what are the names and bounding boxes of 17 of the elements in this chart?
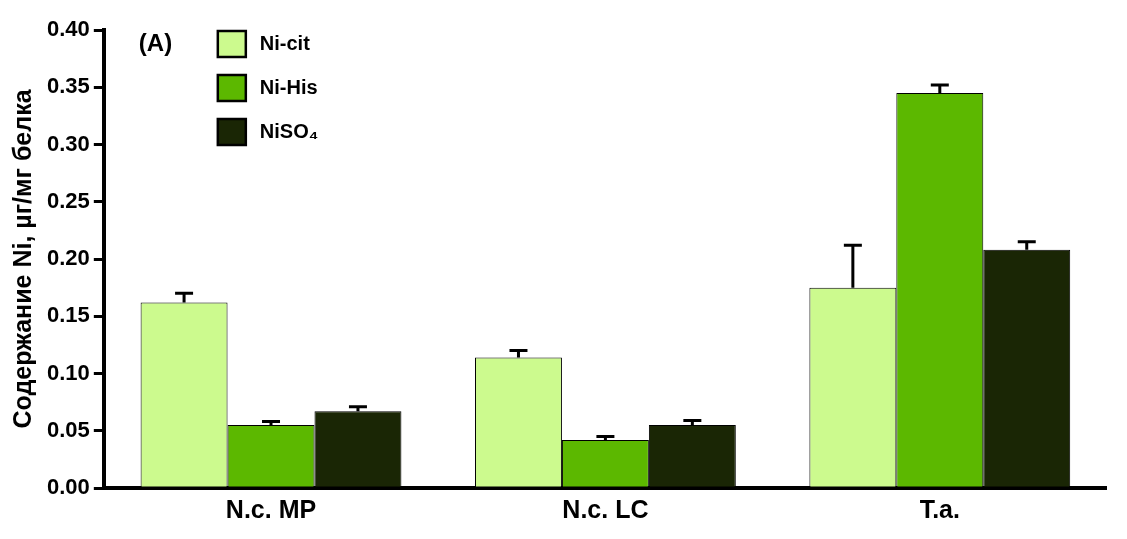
annotation: (A) [138, 28, 173, 56]
y-tick-label: 0.05 [46, 416, 90, 442]
legend-label: NiSO₄ [259, 119, 319, 142]
y-tick-label: 0.20 [46, 245, 90, 271]
y-tick-label: 0.15 [46, 302, 90, 328]
legend-label: Ni-His [259, 75, 318, 98]
x-tick-label: N.c. LC [562, 494, 649, 523]
y-tick-label: 0.40 [46, 16, 90, 42]
y-tick-label: 0.00 [46, 474, 90, 500]
y-tick-label: 0.30 [46, 130, 90, 156]
y-tick-label: 0.25 [46, 187, 90, 213]
x-tick-label: T.a. [919, 494, 960, 523]
y-tick-label: 0.35 [46, 73, 90, 99]
y-axis-title: Содержание Ni, µг/мг белка [7, 88, 36, 429]
legend-label: Ni-cit [259, 31, 311, 54]
y-tick-label: 0.10 [46, 359, 90, 385]
x-tick-label: N.c. MP [225, 494, 317, 523]
